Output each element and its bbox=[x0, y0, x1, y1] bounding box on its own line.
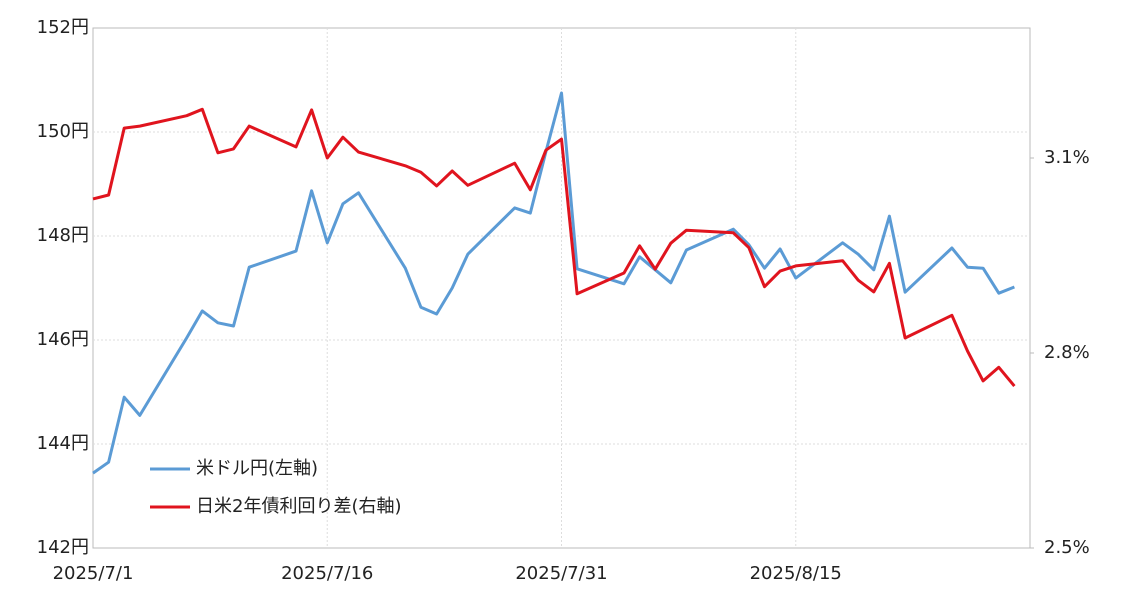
y-tick-label: 144円 bbox=[37, 433, 89, 454]
y-tick-label: 142円 bbox=[37, 537, 89, 558]
series-line bbox=[92, 91, 1015, 475]
y-tick-label: 150円 bbox=[37, 121, 89, 142]
x-tick-label: 2025/7/31 bbox=[515, 563, 607, 584]
x-tick-label: 2025/7/1 bbox=[53, 563, 134, 584]
y-tick-label: 146円 bbox=[37, 329, 89, 350]
legend-label: 米ドル円(左軸) bbox=[196, 458, 318, 479]
legend-label: 日米2年債利回り差(右軸) bbox=[196, 496, 402, 517]
y-tick-label: 148円 bbox=[37, 225, 89, 246]
y-tick-label: 152円 bbox=[37, 17, 89, 38]
y2-tick-label: 3.1% bbox=[1044, 147, 1090, 168]
y2-tick-label: 2.5% bbox=[1044, 537, 1090, 558]
x-tick-label: 2025/8/15 bbox=[750, 563, 842, 584]
y2-tick-label: 2.8% bbox=[1044, 342, 1090, 363]
series-line bbox=[92, 107, 1016, 388]
x-tick-label: 2025/7/16 bbox=[281, 563, 373, 584]
